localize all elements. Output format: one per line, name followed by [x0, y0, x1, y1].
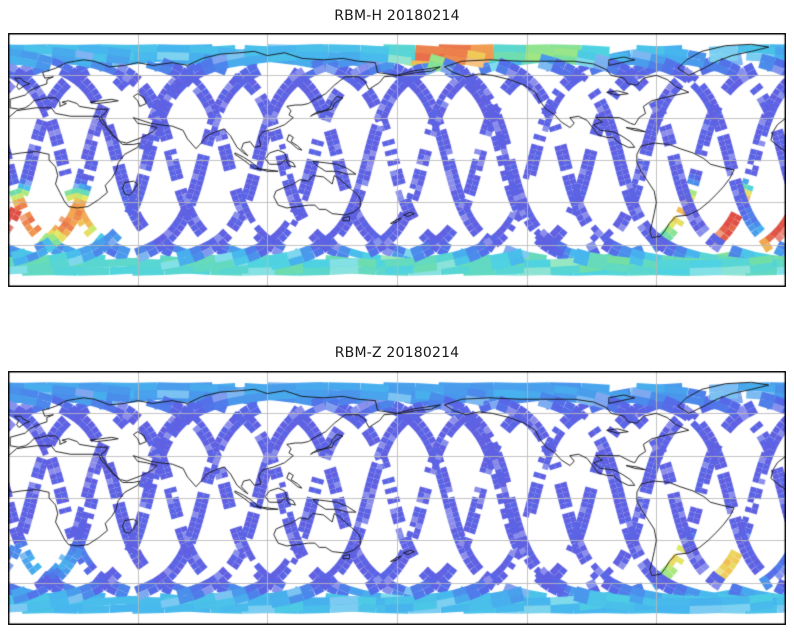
map-rbm-h: [8, 33, 786, 287]
panel-title-rbm-z: RBM-Z 20180214: [334, 345, 460, 361]
panel-title-rbm-h: RBM-H 20180214: [334, 8, 460, 24]
map-rbm-z: [8, 371, 786, 625]
